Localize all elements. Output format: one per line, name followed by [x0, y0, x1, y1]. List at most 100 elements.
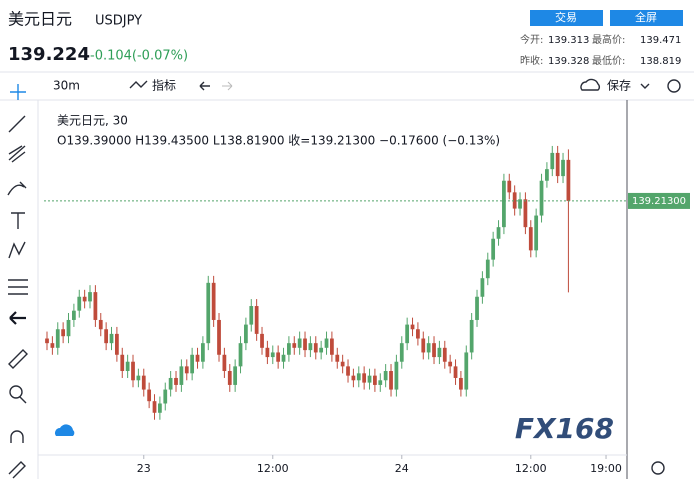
candle-body [98, 319, 103, 330]
candle-body [550, 152, 555, 170]
pattern-tool[interactable] [8, 241, 26, 259]
candle-body [469, 319, 474, 353]
candle-body [405, 324, 410, 344]
candle-body [480, 278, 485, 297]
candle-body [394, 361, 399, 390]
candle-body [88, 292, 92, 302]
candle-body [502, 180, 506, 228]
candle-body [421, 338, 426, 353]
stat-value: 139.313 [548, 35, 589, 46]
crosshair-tool[interactable] [10, 84, 26, 100]
undo[interactable] [199, 81, 210, 91]
candle-body [120, 354, 125, 372]
candle-body [523, 199, 528, 228]
candle-body [287, 343, 291, 355]
candle-body [297, 338, 302, 348]
ruler-tool[interactable] [8, 349, 28, 369]
candle-body [136, 375, 141, 381]
prediction-tool[interactable] [8, 279, 28, 295]
candle-body [109, 333, 114, 344]
x-tick-label: 12:00 [257, 462, 289, 475]
candle-body [362, 373, 367, 383]
candle-body [77, 296, 82, 311]
zoom-tool[interactable] [9, 385, 23, 399]
candle-body [389, 371, 393, 390]
stat-label: 今开: [520, 33, 543, 46]
last-price-label: 139.21300 [632, 196, 686, 207]
candle-body [93, 292, 98, 320]
save-menu[interactable] [640, 83, 650, 89]
candle-body [270, 352, 275, 358]
candle-body [485, 259, 490, 279]
candle-body [238, 343, 243, 367]
candle-body [464, 352, 469, 390]
drawing-tools [7, 84, 75, 479]
settings-top[interactable] [667, 79, 681, 93]
fib-tool[interactable] [8, 145, 26, 163]
candle-body [491, 238, 496, 260]
stat-label: 昨收: [520, 54, 543, 67]
magnet-tool[interactable] [10, 430, 24, 443]
legend-title: 美元日元, 30 [57, 114, 128, 128]
text-tool[interactable] [11, 212, 25, 229]
trade-label[interactable]: 交易 [555, 10, 577, 24]
candle-body [303, 338, 307, 351]
candle-body [442, 347, 447, 362]
brush-tool[interactable] [7, 181, 27, 196]
candle-body [496, 227, 501, 239]
stat-value: 139.471 [640, 35, 681, 46]
fullscreen-button[interactable] [610, 10, 683, 26]
candle-body [351, 375, 356, 381]
interval[interactable]: 30m [53, 79, 80, 93]
indicator-icon[interactable] [129, 80, 148, 89]
stat-label: 最高价: [592, 33, 625, 46]
x-tick-label: 23 [137, 462, 151, 475]
x-tick-label: 19:00 [590, 462, 622, 475]
candle-body [254, 306, 259, 334]
trade-button[interactable] [530, 10, 603, 26]
candle-body [555, 152, 560, 177]
candle-body [206, 282, 211, 344]
candle-body [217, 319, 221, 355]
ohlc-legend: O139.39000 H139.43500 L138.81900 收=139.2… [57, 134, 500, 148]
candle-body [324, 338, 329, 348]
candle-body [459, 377, 463, 390]
price-change: -0.104(-0.07%) [90, 49, 188, 64]
back-tool[interactable] [9, 311, 26, 325]
candle-body [276, 352, 281, 362]
cloud-icon[interactable] [580, 78, 600, 91]
candle-body [437, 347, 442, 358]
candle-body [211, 282, 216, 320]
candle-body [512, 192, 517, 209]
candle-body [249, 306, 254, 325]
candle-body [378, 380, 383, 385]
candle-body [61, 329, 66, 337]
x-tick-label: 24 [395, 462, 409, 475]
candle-body [45, 338, 49, 344]
fullscreen-label[interactable]: 全屏 [635, 10, 657, 24]
candle-body [72, 310, 76, 320]
save[interactable]: 保存 [607, 79, 631, 93]
eraser-tool[interactable] [8, 461, 26, 479]
candle-body [131, 361, 135, 381]
candle-body [432, 343, 436, 358]
candle-body [184, 366, 189, 374]
candle-body [528, 227, 533, 251]
candle-body [244, 324, 248, 344]
candle-body [147, 389, 152, 402]
candle-body [346, 366, 350, 376]
candle-body [195, 354, 200, 362]
candle-body [104, 329, 109, 344]
indicators[interactable]: 指标 [152, 78, 176, 93]
candle-body [66, 319, 71, 337]
settings-bottom[interactable] [651, 461, 665, 475]
redo [222, 81, 233, 91]
line-tool[interactable] [8, 115, 26, 133]
candle-body [260, 333, 264, 348]
candle-body [233, 366, 238, 385]
cloud-button[interactable] [54, 424, 75, 436]
candle-body [115, 333, 119, 355]
candle-body [340, 361, 345, 367]
candle-body [125, 361, 130, 372]
candle-body [534, 215, 539, 251]
